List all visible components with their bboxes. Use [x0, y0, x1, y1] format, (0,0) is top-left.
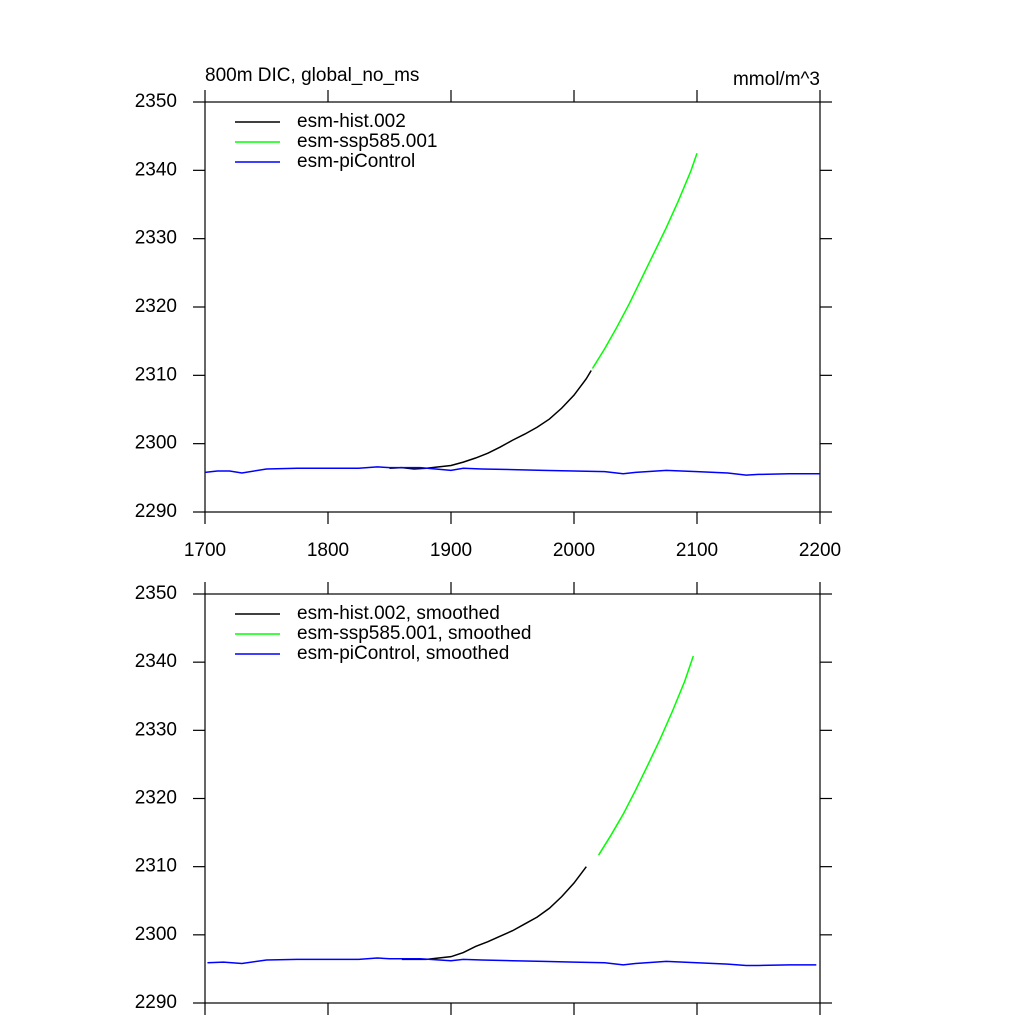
series-line — [204, 466, 820, 476]
y-tick-label: 2300 — [135, 924, 177, 945]
legend-label: esm-ssp585.001, smoothed — [297, 623, 531, 644]
y-tick-label: 2340 — [135, 651, 177, 672]
y-tick-label: 2290 — [135, 992, 177, 1013]
legend-label: esm-ssp585.001 — [297, 131, 437, 152]
x-tick-label: 1800 — [307, 540, 349, 561]
x-tick-label: 2100 — [676, 540, 718, 561]
y-tick-label: 2330 — [135, 719, 177, 740]
x-tick-label: 1700 — [184, 540, 226, 561]
y-tick-label: 2330 — [135, 228, 177, 249]
x-tick-label: 2000 — [553, 540, 595, 561]
y-tick-label: 2300 — [135, 433, 177, 454]
legend-label: esm-piControl, smoothed — [297, 643, 509, 664]
y-tick-label: 2310 — [135, 856, 177, 877]
y-tick-label: 2340 — [135, 159, 177, 180]
legend-label: esm-hist.002 — [297, 111, 406, 132]
series-line — [401, 866, 587, 961]
x-tick-label: 1900 — [430, 540, 472, 561]
units-label: mmol/m^3 — [733, 69, 820, 90]
legend-label: esm-piControl — [297, 151, 415, 172]
series-line — [597, 655, 695, 856]
y-tick-label: 2350 — [135, 91, 177, 112]
y-tick-label: 2320 — [135, 296, 177, 317]
y-tick-label: 2320 — [135, 788, 177, 809]
series-line — [207, 957, 817, 967]
series-line — [389, 370, 592, 470]
y-tick-label: 2290 — [135, 501, 177, 522]
series-line — [591, 153, 698, 369]
y-tick-label: 2350 — [135, 583, 177, 604]
legend-label: esm-hist.002, smoothed — [297, 603, 500, 624]
x-tick-label: 2200 — [799, 540, 841, 561]
chart-title: 800m DIC, global_no_ms — [205, 65, 419, 86]
y-tick-label: 2310 — [135, 364, 177, 385]
